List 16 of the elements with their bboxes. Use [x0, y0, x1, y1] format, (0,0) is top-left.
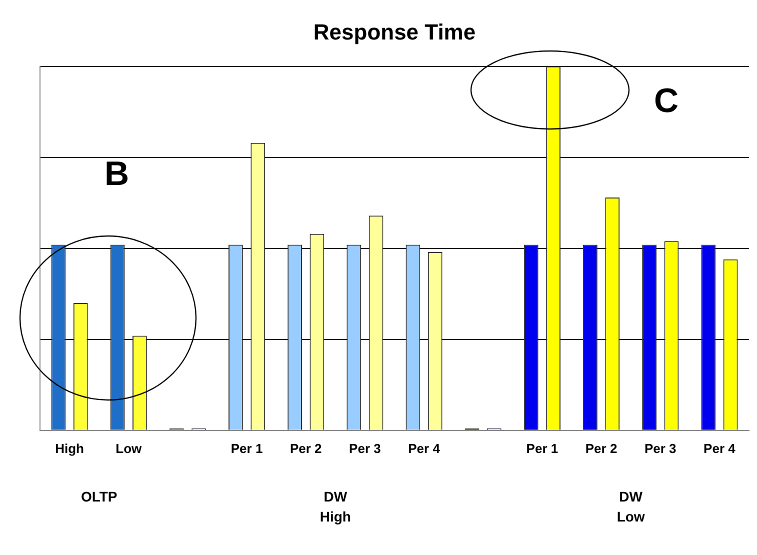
text: OLTP: [80, 488, 118, 504]
x-tick-label: Per 1: [526, 440, 558, 456]
x-tick-label: Per 2: [585, 440, 618, 456]
x-tick-label: Per 2: [290, 440, 322, 456]
text: DW Low: [616, 488, 645, 524]
text: DW High: [320, 488, 351, 524]
chart-title: Response Time: [313, 19, 476, 44]
annotation: C: [654, 82, 679, 120]
x-tick-label: Low: [116, 440, 143, 456]
x-tick-label: Per 4: [704, 440, 736, 456]
x-tick-label: Per 3: [644, 440, 676, 456]
x-tick-label: Per 4: [408, 440, 441, 456]
x-tick-label: Per 3: [349, 440, 381, 456]
x-tick-label: High: [55, 440, 84, 456]
x-tick-label: Per 1: [230, 440, 263, 456]
annotation: B: [104, 154, 130, 193]
